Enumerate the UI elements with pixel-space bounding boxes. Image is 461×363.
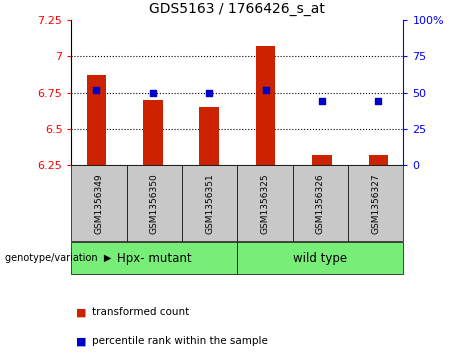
Text: ■: ■ [76,336,90,346]
Point [262,87,269,93]
Text: genotype/variation  ▶: genotype/variation ▶ [5,253,111,263]
Text: GSM1356326: GSM1356326 [316,173,325,234]
Bar [199,107,219,165]
Text: GSM1356350: GSM1356350 [150,173,159,234]
Text: GSM1356349: GSM1356349 [95,173,104,234]
Text: percentile rank within the sample: percentile rank within the sample [92,336,268,346]
Bar [312,155,332,165]
Text: GSM1356351: GSM1356351 [205,173,214,234]
Bar [368,155,388,165]
Point [319,98,326,104]
Bar [256,46,276,165]
Point [93,87,100,93]
Point [375,98,382,104]
Point [206,90,213,95]
Text: GSM1356327: GSM1356327 [371,173,380,234]
Bar [143,100,163,165]
Text: wild type: wild type [293,252,348,265]
Text: Hpx- mutant: Hpx- mutant [117,252,192,265]
Point [149,90,156,95]
Title: GDS5163 / 1766426_s_at: GDS5163 / 1766426_s_at [149,2,325,16]
Bar [87,75,106,165]
Text: GSM1356325: GSM1356325 [260,173,270,234]
Text: transformed count: transformed count [92,307,189,317]
Text: ■: ■ [76,307,90,317]
